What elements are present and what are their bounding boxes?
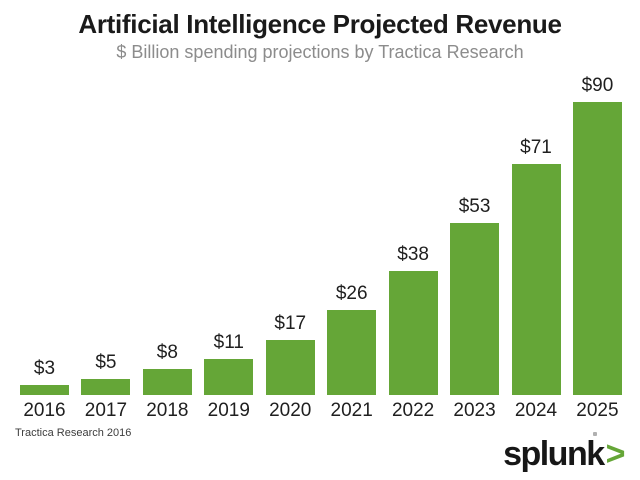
bar-value-label: $90 <box>581 75 614 96</box>
bar-value-label: $8 <box>156 342 178 363</box>
bar <box>327 310 377 395</box>
bar <box>511 163 561 395</box>
bar <box>388 271 438 395</box>
source-note: Tractica Research 2016 <box>15 427 132 439</box>
bar <box>572 102 622 395</box>
bar <box>265 339 315 395</box>
x-tick-label: 2019 <box>207 400 250 421</box>
bar <box>20 385 69 395</box>
chart-subtitle: $ Billion spending projections by Tracti… <box>116 42 524 62</box>
bar-group: $71 <box>511 136 561 395</box>
bar-value-label: $26 <box>335 283 368 305</box>
bar-group: $90 <box>572 75 622 395</box>
splunk-logo-text: splunk <box>503 435 605 473</box>
x-tick-label: 2016 <box>23 400 66 421</box>
x-tick-label: 2025 <box>576 400 619 421</box>
bar-chart: $3 $5 $8 $11 $17 $26 $38 $53 $71 $90 <box>20 75 622 395</box>
bar-group: $3 <box>20 358 69 395</box>
x-tick-label: 2023 <box>453 400 496 421</box>
bar-group: $8 <box>142 342 192 395</box>
bar-group: $17 <box>265 312 315 395</box>
logo-spark-dot-icon <box>593 432 597 436</box>
bar-group: $53 <box>450 195 500 395</box>
splunk-logo: splunk> <box>503 432 626 473</box>
bar-group: $26 <box>327 283 377 395</box>
bar <box>142 369 192 395</box>
bar-value-label: $17 <box>274 312 307 334</box>
x-tick-label: 2022 <box>391 400 435 421</box>
logo-chevron-icon: > <box>605 435 626 473</box>
bar-group: $5 <box>81 351 131 395</box>
x-tick-label: 2020 <box>269 400 312 421</box>
bar-value-label: $38 <box>397 244 429 266</box>
chart-title: Artificial Intelligence Projected Revenu… <box>78 9 562 39</box>
x-tick-label: 2018 <box>146 400 189 421</box>
x-tick-label: 2017 <box>84 400 128 421</box>
x-axis: 2016 2017 2018 2019 2020 2021 2022 2023 2024 2025 <box>20 400 622 422</box>
x-tick-label: 2021 <box>330 400 373 421</box>
bar-value-label: $11 <box>213 332 244 354</box>
bar-value-label: $5 <box>95 351 117 373</box>
bar-group: $38 <box>388 244 438 395</box>
bar-value-label: $71 <box>520 136 552 158</box>
bar <box>204 359 254 395</box>
bar-value-label: $3 <box>33 358 56 380</box>
bar-value-label: $53 <box>458 195 491 217</box>
bar-group: $11 <box>204 332 254 395</box>
bar <box>81 378 131 395</box>
x-tick-label: 2024 <box>514 400 558 421</box>
bar <box>450 222 500 395</box>
